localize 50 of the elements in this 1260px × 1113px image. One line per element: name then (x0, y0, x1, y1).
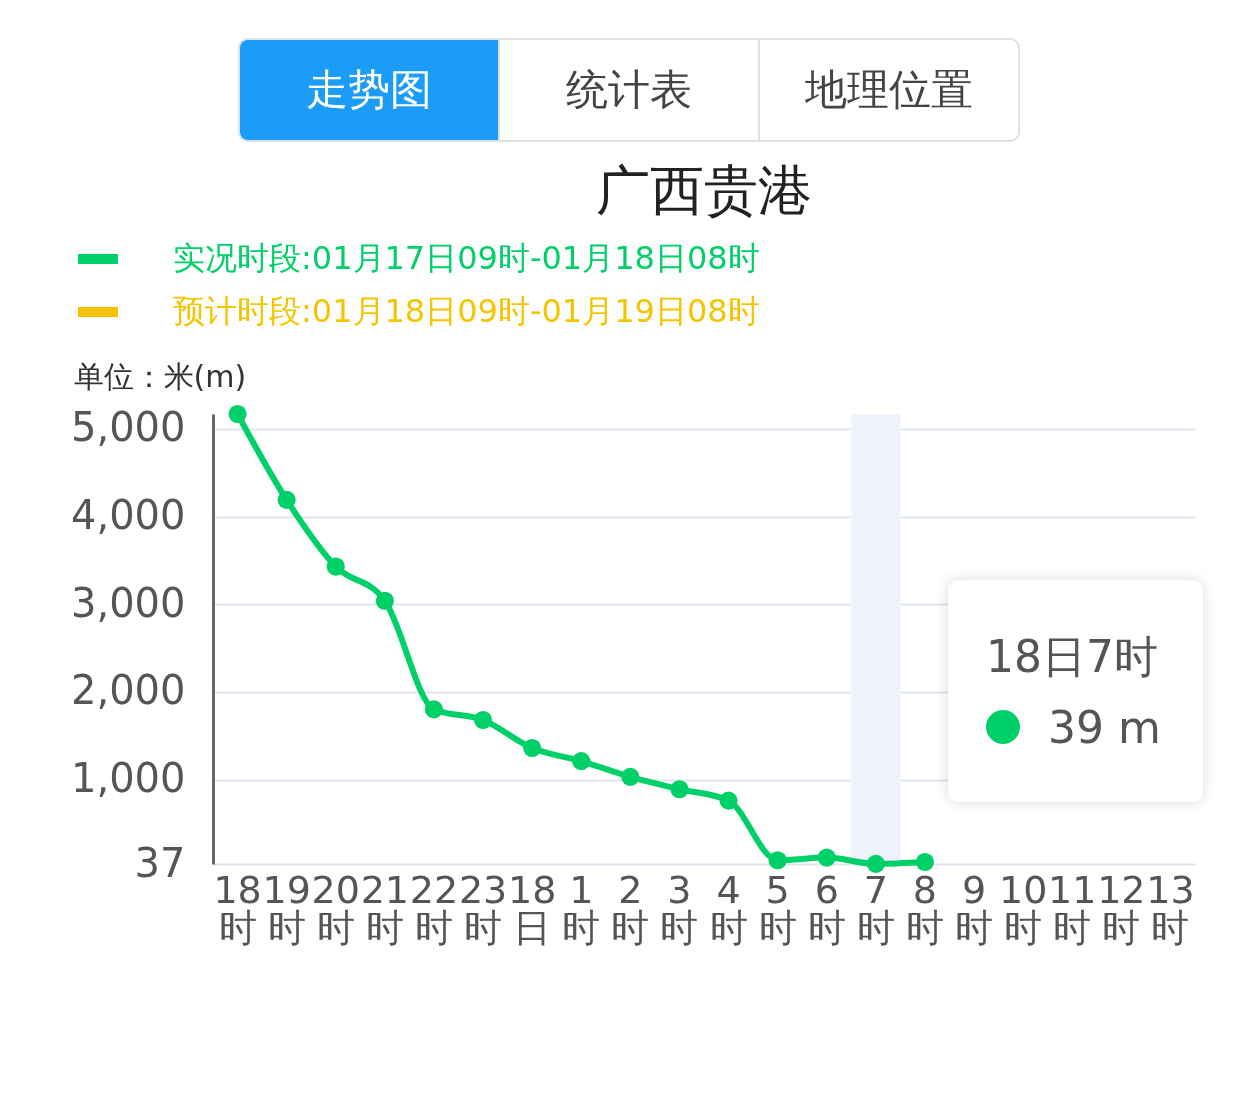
y-tick-label: 5,000 (70, 404, 186, 451)
point (621, 767, 640, 787)
text: 走势图 (240, 40, 498, 140)
x-tick-label: 1时 (562, 867, 601, 950)
point (817, 848, 836, 867)
point (915, 852, 935, 872)
x-tick-label: 9时 (955, 867, 994, 950)
x-tick-label: 18日 (507, 867, 557, 950)
point (670, 780, 689, 799)
legend-label: 实况时段:01月17日09时-01月18日08时 (173, 239, 760, 277)
x-tick-label: 3时 (660, 867, 699, 950)
point (866, 854, 885, 873)
x-tick-label: 11时 (1048, 867, 1097, 950)
x-tick-label: 6时 (807, 867, 846, 950)
point (523, 738, 542, 758)
x-tick-label: 20时 (311, 867, 360, 950)
point (424, 700, 444, 719)
y-axis-title: 单位：米(m) (73, 358, 247, 394)
x-tick-label: 21时 (360, 867, 410, 950)
point (375, 591, 394, 610)
x-tick-label: 8时 (905, 867, 944, 950)
text: 地理位置 (758, 40, 1018, 140)
point (473, 710, 493, 730)
chart-title: 广西贵港 (596, 159, 812, 222)
point (326, 557, 345, 576)
annotation: 39 m (1048, 702, 1161, 753)
x-tick-label: 2时 (611, 867, 650, 950)
point (768, 851, 787, 870)
annotation: 18日7时 (986, 630, 1158, 684)
y-tick-label: 4,000 (70, 492, 186, 539)
y-tick-label: 3,000 (70, 579, 186, 626)
x-tick-label: 10时 (998, 867, 1048, 950)
x-tick-label: 13时 (1146, 867, 1195, 950)
x-tick-label: 18时 (213, 867, 262, 950)
x-tick-label: 12时 (1097, 867, 1146, 950)
x-tick-label: 22时 (409, 867, 459, 950)
x-tick-label: 5时 (758, 867, 797, 950)
point (719, 791, 738, 810)
point (228, 404, 247, 424)
point (572, 752, 591, 771)
y-tick-label: 37 (134, 839, 186, 886)
x-tick-label: 7时 (856, 867, 895, 950)
x-tick-label: 23时 (458, 867, 508, 950)
point (277, 490, 296, 509)
legend-label: 预计时段:01月18日09时-01月19日08时 (173, 292, 760, 330)
text: 统计表 (498, 40, 758, 140)
y-tick-label: 2,000 (70, 667, 186, 714)
x-tick-label: 19时 (262, 867, 311, 950)
x-tick-label: 4时 (709, 867, 748, 950)
y-tick-label: 1,000 (70, 755, 186, 802)
